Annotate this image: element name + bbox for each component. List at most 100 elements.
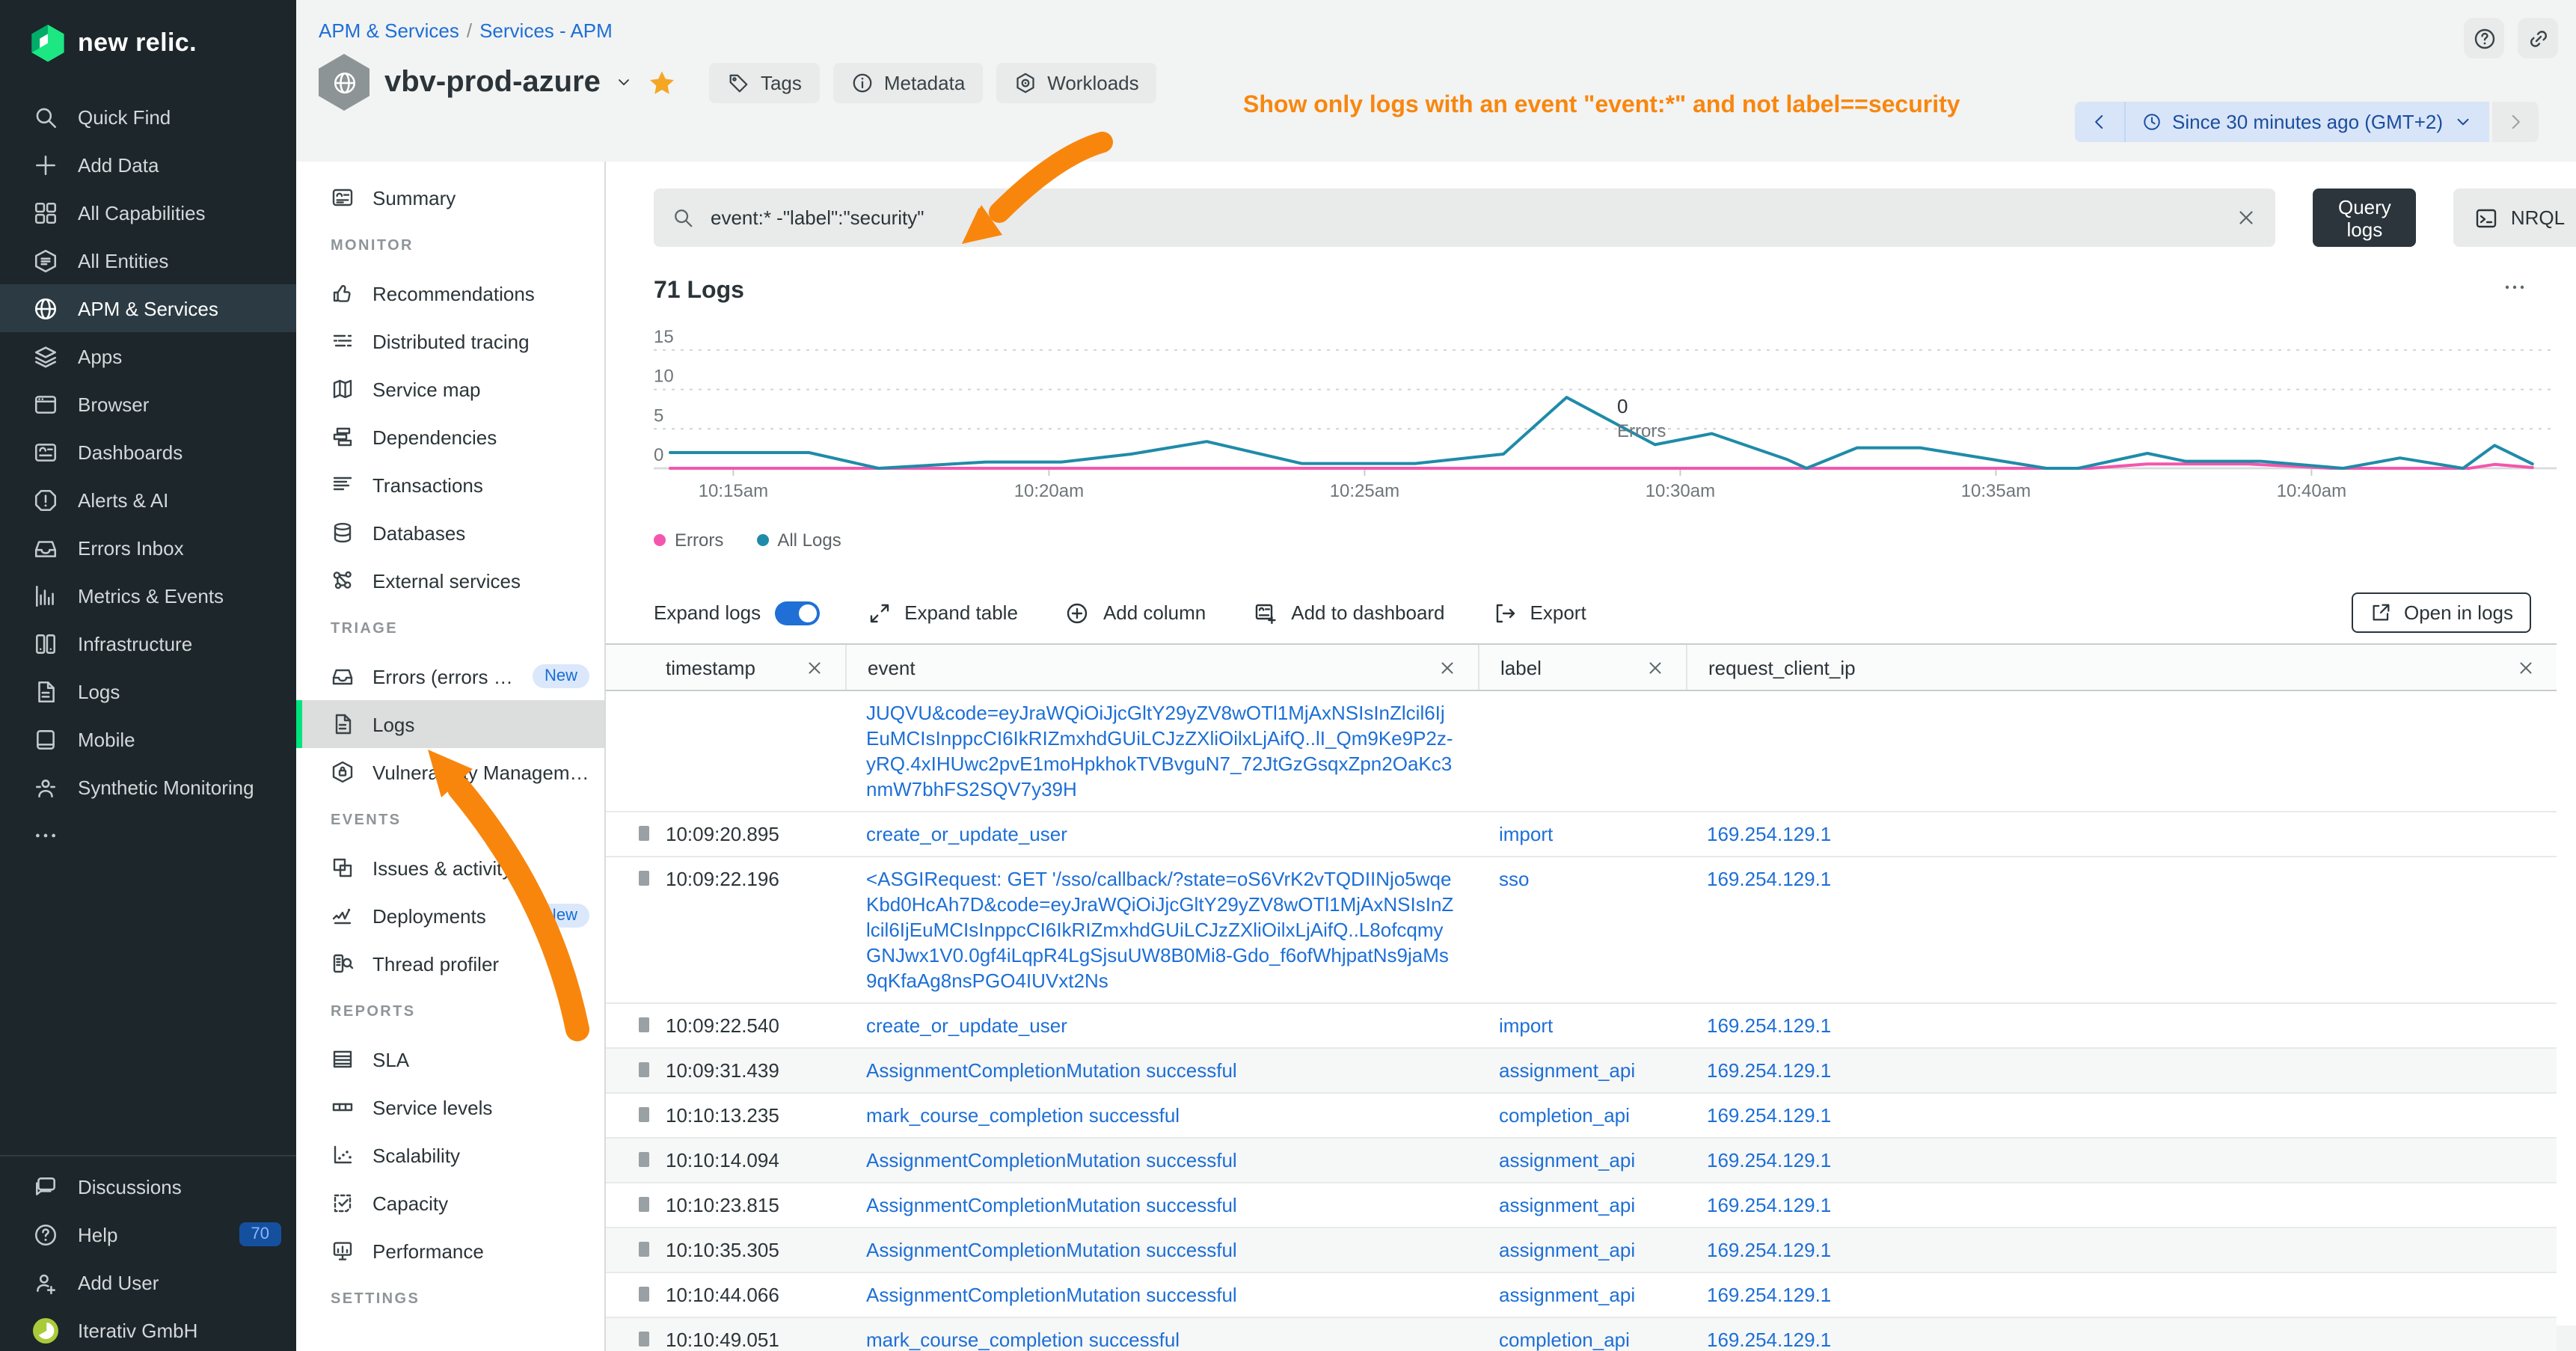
entity-nav-item-summary[interactable]: Summary	[296, 174, 604, 221]
event-link[interactable]: AssignmentCompletionMutation successful	[866, 1239, 1237, 1261]
time-back-button[interactable]	[2075, 102, 2126, 142]
label-link[interactable]: assignment_api	[1499, 1194, 1636, 1216]
ip-link[interactable]: 169.254.129.1	[1707, 1239, 1832, 1261]
sidebar-item-browser[interactable]: Browser	[0, 380, 296, 428]
clear-query-icon[interactable]	[2235, 206, 2257, 229]
entity-nav-item-capacity[interactable]: Capacity	[296, 1179, 604, 1227]
sidebar-item-add-user[interactable]: Add User	[0, 1258, 296, 1306]
label-link[interactable]: import	[1499, 823, 1554, 845]
sidebar-item-infrastructure[interactable]: Infrastructure	[0, 619, 296, 667]
new-relic-logo[interactable]: new relic.	[0, 0, 296, 63]
query-logs-button[interactable]: Query logs	[2313, 189, 2417, 247]
entity-nav-item-service-map[interactable]: Service map	[296, 365, 604, 413]
entity-nav-item-vulnerability-management[interactable]: Vulnerability Management	[296, 748, 604, 796]
entity-nav-item-scalability[interactable]: Scalability	[296, 1131, 604, 1179]
breadcrumb-services-apm[interactable]: Services - APM	[479, 19, 613, 42]
remove-column-icon[interactable]	[1646, 658, 1665, 677]
label-link[interactable]: sso	[1499, 868, 1530, 890]
event-link[interactable]: mark_course_completion successful	[866, 1104, 1180, 1127]
ip-link[interactable]: 169.254.129.1	[1707, 1014, 1832, 1037]
add-column-button[interactable]: Add column	[1066, 601, 1206, 625]
export-button[interactable]: Export	[1493, 601, 1586, 625]
ip-link[interactable]: 169.254.129.1	[1707, 1284, 1832, 1306]
remove-column-icon[interactable]	[1438, 658, 1457, 677]
label-link[interactable]: assignment_api	[1499, 1149, 1636, 1171]
sidebar-item-logs[interactable]: Logs	[0, 667, 296, 715]
expand-table-button[interactable]: Expand table	[867, 601, 1018, 625]
toggle-switch[interactable]	[774, 601, 820, 625]
ip-link[interactable]: 169.254.129.1	[1707, 1194, 1832, 1216]
sidebar-item-dashboards[interactable]: Dashboards	[0, 428, 296, 476]
tags-button[interactable]: Tags	[709, 62, 820, 102]
entity-nav-item-thread-profiler[interactable]: Thread profiler	[296, 940, 604, 987]
favorite-star-icon[interactable]	[648, 68, 677, 96]
legend-item-all-logs[interactable]: All Logs	[756, 530, 841, 551]
ip-link[interactable]: 169.254.129.1	[1707, 868, 1832, 890]
log-query-input[interactable]	[708, 205, 2221, 230]
ip-link[interactable]: 169.254.129.1	[1707, 1059, 1832, 1082]
entity-nav-item-external-services[interactable]: External services	[296, 557, 604, 604]
sidebar-item-errors-inbox[interactable]: Errors Inbox	[0, 524, 296, 572]
time-forward-button[interactable]	[2492, 102, 2539, 142]
title-chevron-down-icon[interactable]	[616, 73, 634, 91]
sidebar-item-add-data[interactable]: Add Data	[0, 141, 296, 189]
sidebar-item-alerts-ai[interactable]: Alerts & AI	[0, 476, 296, 524]
event-link[interactable]: AssignmentCompletionMutation successful	[866, 1284, 1237, 1306]
label-link[interactable]: import	[1499, 1014, 1554, 1037]
ip-link[interactable]: 169.254.129.1	[1707, 1149, 1832, 1171]
entity-nav-item-dependencies[interactable]: Dependencies	[296, 413, 604, 461]
event-link[interactable]: create_or_update_user	[866, 823, 1067, 845]
entity-nav-item-deployments[interactable]: Deployments New	[296, 892, 604, 940]
help-button[interactable]	[2464, 18, 2504, 58]
entity-nav-item-recommendations[interactable]: Recommendations	[296, 269, 604, 317]
permalink-button[interactable]	[2518, 18, 2558, 58]
remove-column-icon[interactable]	[805, 658, 824, 677]
event-link[interactable]: <ASGIRequest: GET '/sso/callback/?state=…	[866, 868, 1454, 992]
entity-nav-item-issues-activity[interactable]: Issues & activity	[296, 844, 604, 892]
metadata-button[interactable]: Metadata	[832, 62, 984, 102]
sidebar-item-iterativ-gmbh[interactable]: Iterativ GmbH	[0, 1306, 296, 1351]
sidebar-item-apm-services[interactable]: APM & Services	[0, 284, 296, 332]
sidebar-item-metrics-events[interactable]: Metrics & Events	[0, 572, 296, 619]
entity-nav-item-logs[interactable]: Logs	[296, 700, 604, 748]
event-link[interactable]: mark_course_completion successful	[866, 1329, 1180, 1351]
entity-nav-item-transactions[interactable]: Transactions	[296, 461, 604, 509]
event-link[interactable]: JUQVU&code=eyJraWQiOiJjcGltY29yZV8wOTl1M…	[866, 702, 1453, 800]
sidebar-item-all-capabilities[interactable]: All Capabilities	[0, 189, 296, 236]
ip-link[interactable]: 169.254.129.1	[1707, 823, 1832, 845]
sidebar-item-synthetic-monitoring[interactable]: Synthetic Monitoring	[0, 763, 296, 811]
label-link[interactable]: assignment_api	[1499, 1284, 1636, 1306]
entity-nav-item-service-levels[interactable]: Service levels	[296, 1083, 604, 1131]
ip-link[interactable]: 169.254.129.1	[1707, 1104, 1832, 1127]
sidebar-item-mobile[interactable]: Mobile	[0, 715, 296, 763]
breadcrumb-apm-services[interactable]: APM & Services	[319, 19, 459, 42]
event-link[interactable]: AssignmentCompletionMutation successful	[866, 1059, 1237, 1082]
ip-link[interactable]: 169.254.129.1	[1707, 1329, 1832, 1351]
nrql-button[interactable]: NRQL	[2453, 189, 2576, 247]
event-link[interactable]: create_or_update_user	[866, 1014, 1067, 1037]
sidebar-item-all-entities[interactable]: All Entities	[0, 236, 296, 284]
sidebar-item-help[interactable]: Help 70	[0, 1210, 296, 1258]
sidebar-item-quick-find[interactable]: Quick Find	[0, 93, 296, 141]
sidebar-item-apps[interactable]: Apps	[0, 332, 296, 380]
panel-menu-icon[interactable]	[2498, 275, 2531, 299]
expand-logs-toggle[interactable]: Expand logs	[654, 601, 820, 625]
sidebar-item-more[interactable]	[0, 811, 296, 859]
label-link[interactable]: completion_api	[1499, 1104, 1630, 1127]
entity-nav-item-databases[interactable]: Databases	[296, 509, 604, 557]
entity-nav-item-sla[interactable]: SLA	[296, 1035, 604, 1083]
label-link[interactable]: assignment_api	[1499, 1059, 1636, 1082]
event-link[interactable]: AssignmentCompletionMutation successful	[866, 1149, 1237, 1171]
add-to-dashboard-button[interactable]: Add to dashboard	[1254, 601, 1445, 625]
sidebar-item-discussions[interactable]: Discussions	[0, 1162, 296, 1210]
legend-item-errors[interactable]: Errors	[654, 530, 723, 551]
remove-column-icon[interactable]	[2516, 658, 2536, 677]
label-link[interactable]: assignment_api	[1499, 1239, 1636, 1261]
entity-nav-item-distributed-tracing[interactable]: Distributed tracing	[296, 317, 604, 365]
label-link[interactable]: completion_api	[1499, 1329, 1630, 1351]
entity-nav-item-errors-errors-inb[interactable]: Errors (errors inb... New	[296, 652, 604, 700]
open-in-logs-button[interactable]: Open in logs	[2352, 592, 2531, 633]
workloads-button[interactable]: Workloads	[996, 62, 1157, 102]
entity-nav-item-performance[interactable]: Performance	[296, 1227, 604, 1275]
time-range-button[interactable]: Since 30 minutes ago (GMT+2)	[2126, 102, 2489, 142]
